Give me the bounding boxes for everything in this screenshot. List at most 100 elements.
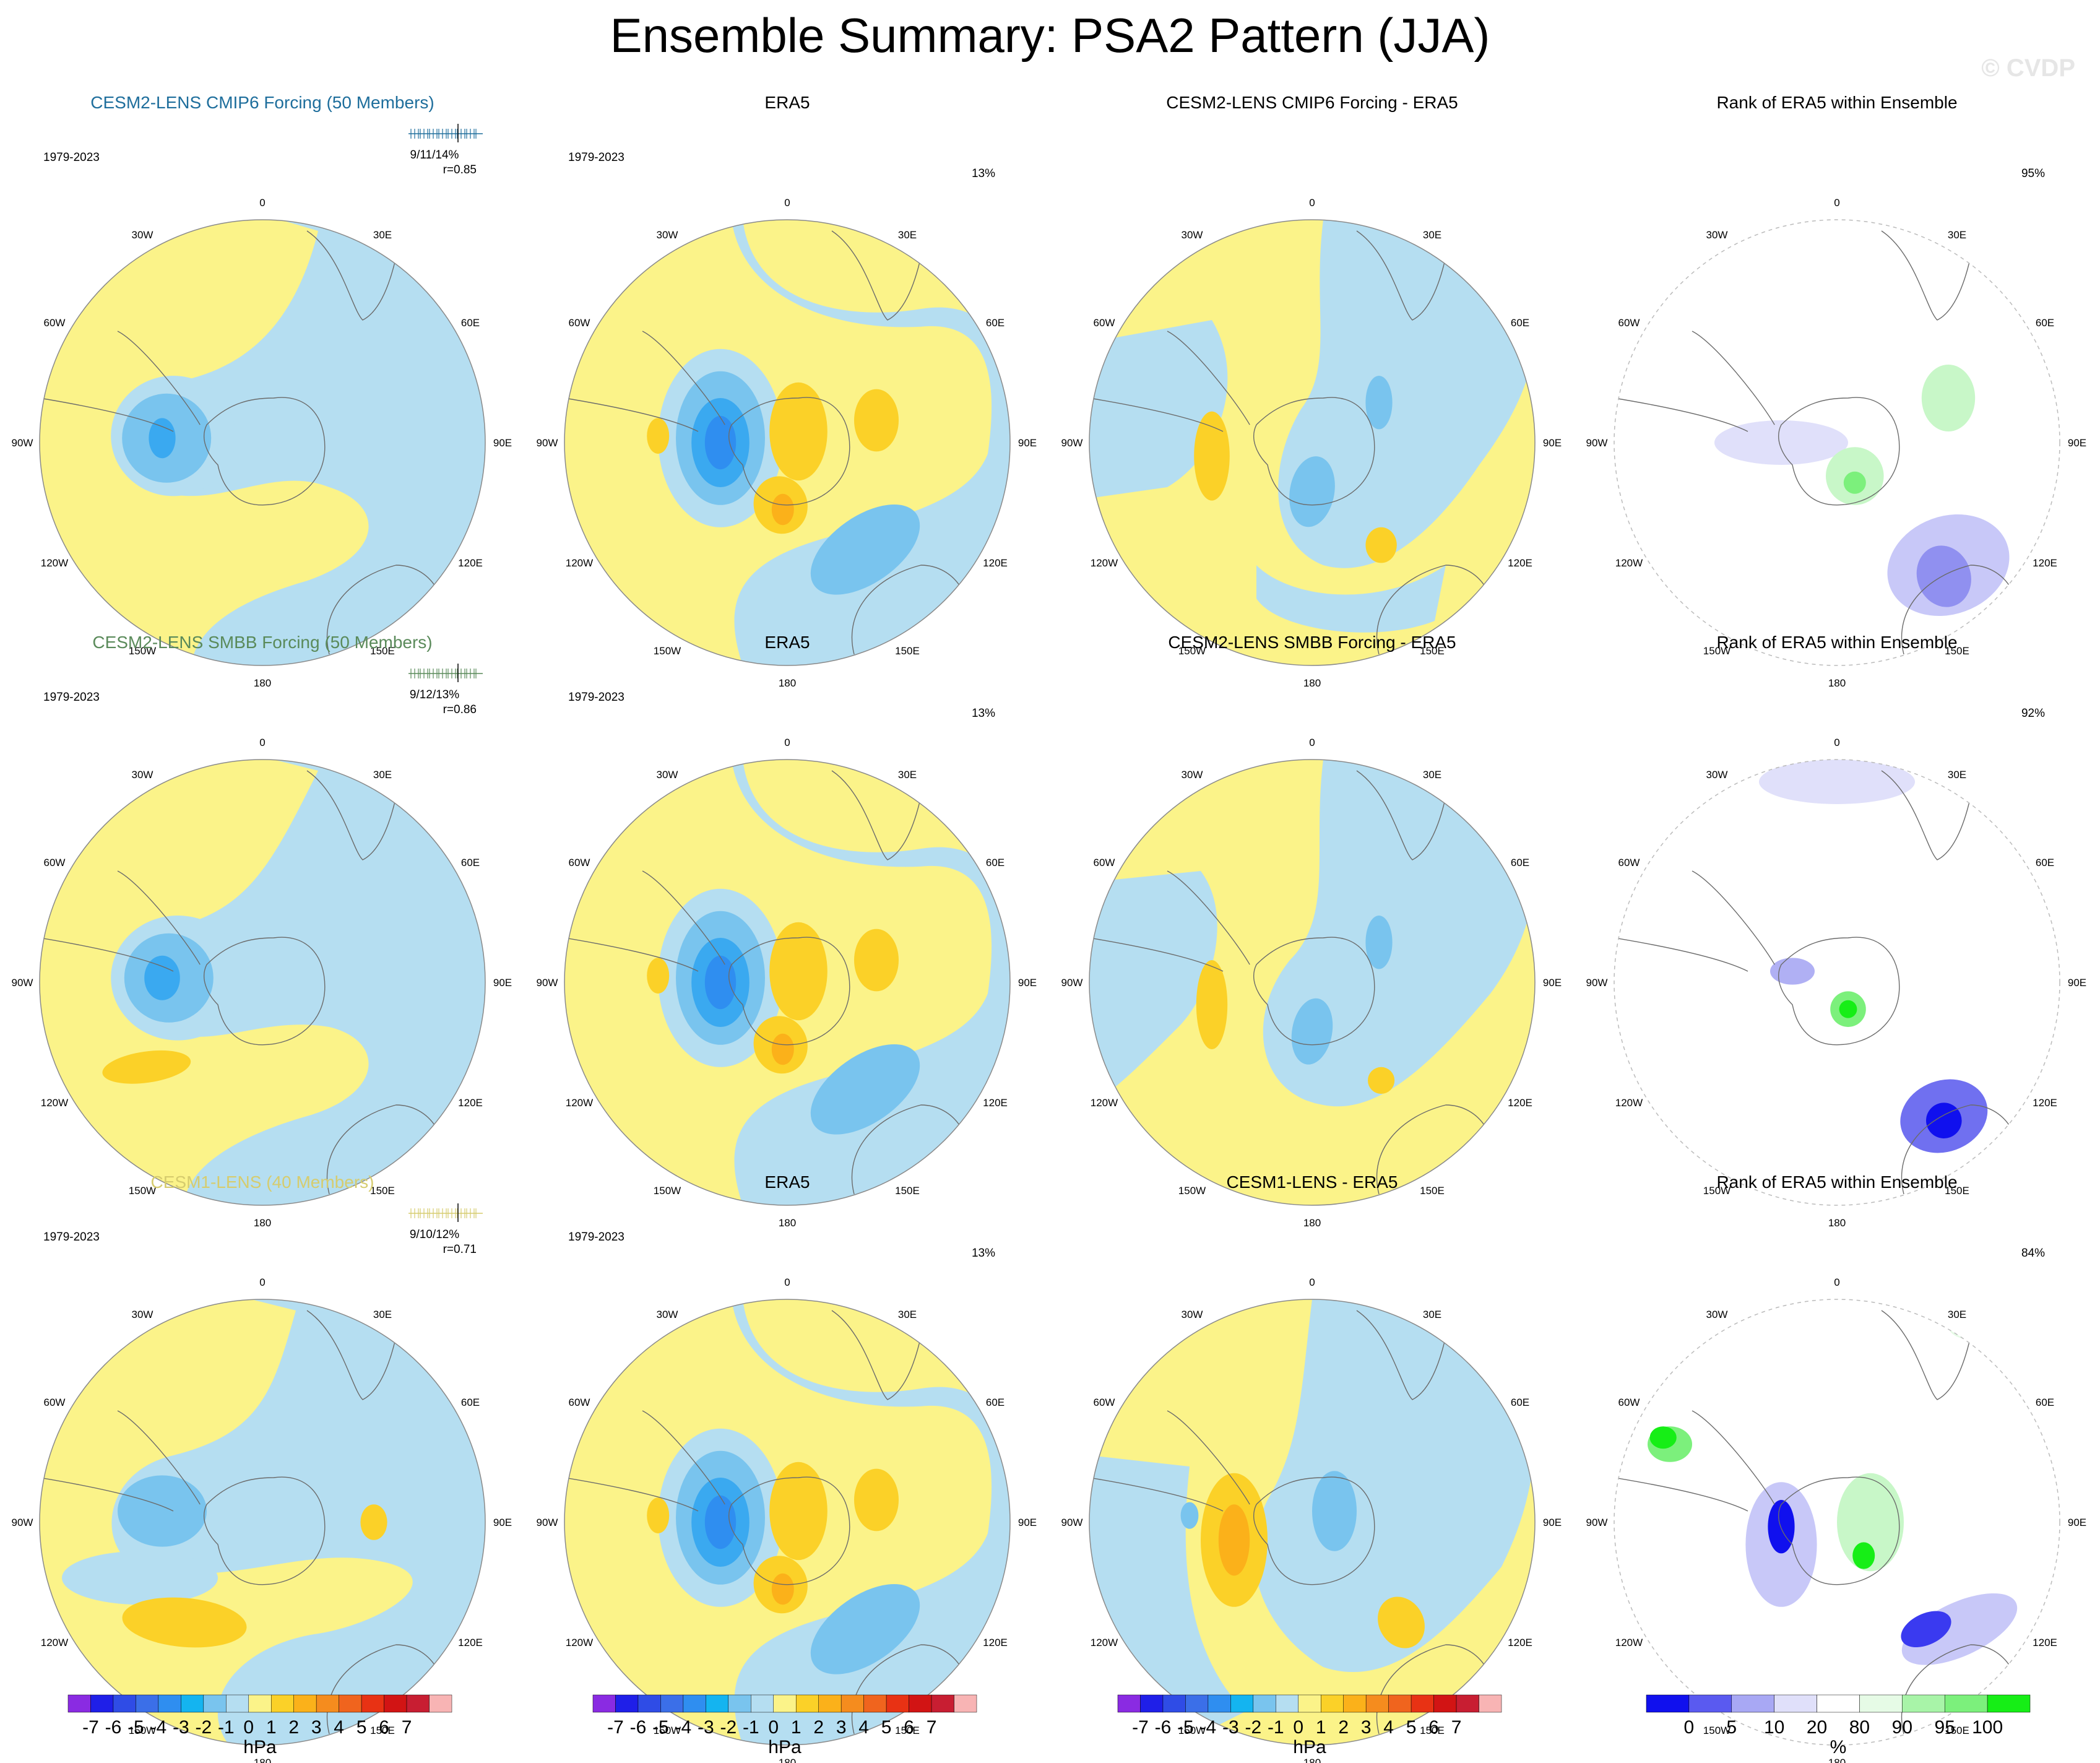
panel-title: ERA5 [764,93,810,112]
panel-title: ERA5 [764,1172,810,1192]
map-field [1089,1299,1535,1745]
contour-region [118,1475,207,1547]
page-title: Ensemble Summary: PSA2 Pattern (JJA) [610,8,1490,63]
colorbar-tick: -2 [1245,1717,1261,1738]
contour-region [771,1033,794,1065]
lon-label: 150W [1703,1725,1731,1736]
colorbar-box [1859,1694,1903,1713]
panel-title: CESM2-LENS CMIP6 Forcing (50 Members) [90,93,434,112]
lon-label: 30E [1423,1309,1441,1320]
coastline [831,230,926,321]
lon-label: 60E [1511,857,1529,869]
colorbar-tick: 7 [402,1717,412,1738]
lon-label: 30E [898,229,917,241]
panel-title: Rank of ERA5 within Ensemble [1716,1172,1958,1192]
colorbar-box [1688,1694,1732,1713]
contour-region [647,1497,670,1533]
map-panel: ERA5 0 30E 60E 90E 120E 150E 180 150W 120W 90W 60W 3… [525,1148,1050,1763]
polar-map: 0 30E 60E 90E 120E 150E 180 150W 120W 90W 60W 30W [1061,197,1562,689]
pattern-correlation: r=0.86 [443,703,477,716]
coastline [728,937,850,1046]
lon-label: 120W [1091,557,1118,569]
lon-label: 30E [1948,229,1966,241]
colorbar-box [773,1694,797,1713]
contour-region [1759,760,1915,804]
lon-label: 150W [1703,1185,1731,1197]
member-stats: 9/12/13% [410,688,459,701]
lon-label: 150E [1420,1185,1445,1197]
lon-label: 120W [41,557,68,569]
pct-explained: 13% [972,1247,995,1260]
panel-title: CESM2-LENS CMIP6 Forcing - ERA5 [1166,93,1458,112]
colorbar-box [1230,1694,1254,1713]
colorbar-tick: 90 [1892,1717,1912,1738]
coastline [1356,1310,1451,1400]
lon-label: 120E [1508,557,1532,569]
lon-label: 90E [1018,1517,1037,1528]
colorbar-tick: -7 [1132,1717,1149,1738]
contour-region [1256,565,1446,633]
lon-label: 30W [1182,229,1203,241]
contour-region [704,1495,737,1549]
coastline [1881,1310,1976,1400]
lon-label: 120W [566,1637,593,1648]
colorbar-tick: 7 [927,1717,937,1738]
colorbar-box [592,1694,616,1713]
lon-label: 150W [1178,1185,1206,1197]
lon-label: 120W [1091,1637,1118,1648]
colorbar-tick: 2 [288,1717,299,1738]
period-label: 1979-2023 [568,691,624,704]
contour-region [137,220,485,665]
coastline [1253,1476,1375,1585]
panel-title: ERA5 [764,633,810,652]
lon-label: 120E [458,1637,483,1648]
coastline [204,1476,326,1585]
map-border [39,1299,486,1746]
contour-region [1254,1299,1535,1673]
coastline [564,331,725,432]
lon-label: 180 [1828,677,1846,689]
colorbar-tick: 1 [791,1717,802,1738]
colorbar-unit: hPa [243,1737,277,1757]
map-panel: Rank of ERA5 within Ensemble 0 30E 60E 90E 12… [1575,1148,2099,1763]
contour-region [360,1504,387,1540]
lon-label: 0 [784,1276,790,1288]
lon-label: 180 [1303,677,1321,689]
contour-region [136,760,485,1205]
colorbar-tick: 20 [1807,1717,1827,1738]
coastline [1253,937,1375,1046]
lon-label: 0 [1834,1276,1839,1288]
lon-label: 180 [779,1217,796,1229]
lon-label: 0 [784,197,790,209]
map-border [1089,759,1536,1206]
coastline [1089,331,1250,432]
lon-label: 90W [1061,1517,1083,1528]
lon-label: 60E [986,1397,1005,1408]
contour-region [1839,1000,1857,1018]
map-field [1089,760,1535,1205]
colorbar-box [1140,1694,1164,1713]
colorbar-tick: -3 [698,1717,714,1738]
map-field [1089,220,1535,665]
coastline [306,230,401,321]
colorbar-box [1433,1694,1457,1713]
map-panel: CESM2-LENS CMIP6 Forcing - ERA5 0 30E 60E 90… [1050,68,1575,689]
contour-region [771,1573,794,1605]
colorbar-tick: -3 [173,1717,189,1738]
colorbar-box [1817,1694,1860,1713]
lon-label: 150W [654,1725,681,1736]
colorbar-box [660,1694,684,1713]
lon-label: 180 [254,677,271,689]
contour-region [1843,471,1866,494]
lon-label: 120W [41,1637,68,1648]
pattern-correlation: r=0.85 [443,163,477,176]
colorbar-tick: 4 [334,1717,344,1738]
map-field [564,760,1010,1205]
map-panel: Rank of ERA5 within Ensemble 0 30E 60E 90E 12… [1575,608,2099,1229]
colorbar-box [1343,1694,1367,1713]
lon-label: 120E [983,1637,1008,1648]
lon-label: 90E [2068,437,2086,449]
lon-label: 150E [1945,645,1969,657]
polar-map: 0 30E 60E 90E 120E 150E 180 150W 120W 90W 60W 30W 92… [1586,707,2087,1229]
lon-label: 120W [1615,1637,1643,1648]
